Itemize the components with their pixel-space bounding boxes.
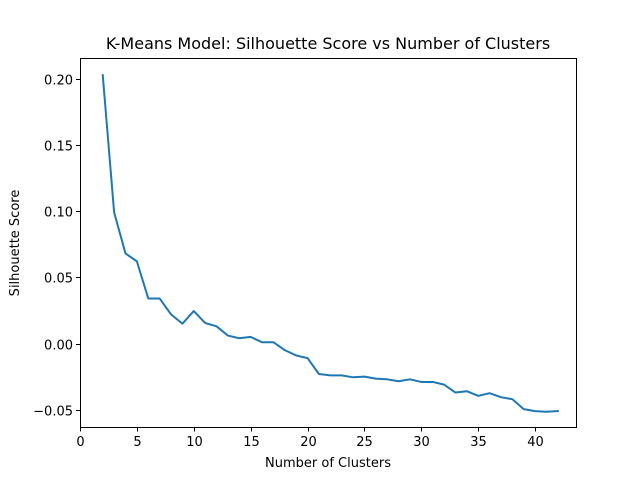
x-tick-label: 0 [76, 435, 84, 450]
series-line [101, 74, 559, 413]
plot-frame [80, 58, 577, 428]
y-axis: −0.05 0.00 0.05 0.10 0.15 0.20 [33, 74, 81, 420]
y-tick-label: 0.15 [44, 140, 73, 155]
y-tick-label: 0.05 [44, 272, 73, 287]
x-tick-label: 15 [243, 435, 260, 450]
x-tick-label: 40 [527, 435, 544, 450]
x-tick-label: 30 [413, 435, 430, 450]
x-tick-label: 10 [186, 435, 203, 450]
x-axis: 0 5 10 15 20 25 30 35 40 [76, 427, 544, 450]
y-tick-label: −0.05 [33, 405, 73, 420]
x-tick-label: 5 [133, 435, 141, 450]
y-tick-label: 0.10 [44, 206, 73, 221]
x-tick-label: 20 [300, 435, 317, 450]
x-axis-label: Number of Clusters [265, 456, 391, 471]
x-tick-label: 35 [470, 435, 487, 450]
y-tick-label: 0.00 [44, 339, 73, 354]
x-tick-label: 25 [356, 435, 373, 450]
chart-title: K-Means Model: Silhouette Score vs Numbe… [106, 34, 550, 53]
y-axis-label: Silhouette Score [8, 190, 23, 297]
y-tick-label: 0.20 [44, 74, 73, 89]
series-layer [101, 74, 559, 413]
